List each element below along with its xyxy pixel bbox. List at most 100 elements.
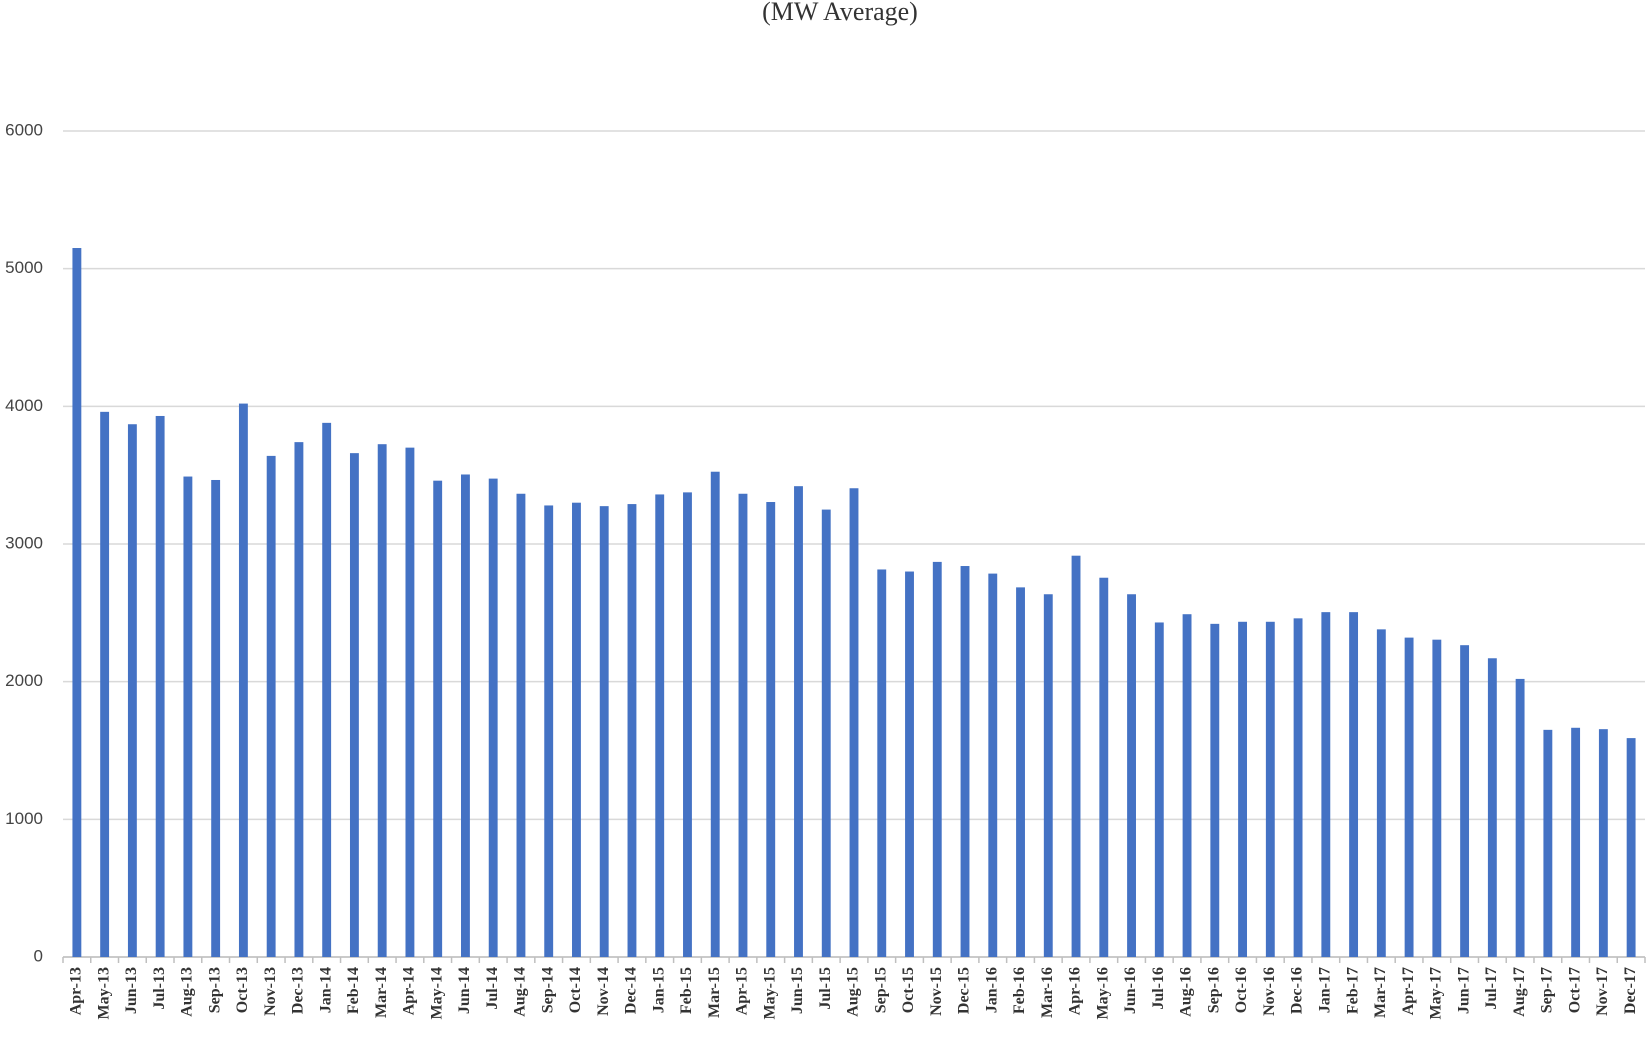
- bar: [655, 494, 665, 957]
- x-tick-label: May-14: [428, 967, 445, 1019]
- x-tick-label: Jul-16: [1150, 967, 1167, 1010]
- bar: [100, 411, 110, 958]
- bar: [183, 476, 193, 957]
- x-tick-label: Dec-16: [1289, 967, 1306, 1014]
- bar: [572, 502, 581, 957]
- bar: [544, 505, 554, 957]
- x-tick-label: May-16: [1094, 967, 1111, 1019]
- x-tick-label: Mar-14: [373, 967, 390, 1018]
- bar: [960, 566, 970, 957]
- bar: [1210, 623, 1220, 957]
- bar: [738, 493, 748, 957]
- x-tick-label: Jan-17: [1316, 967, 1333, 1013]
- bar: [72, 248, 82, 957]
- y-tick-label: 1000: [5, 809, 43, 828]
- x-tick-label: Mar-15: [706, 967, 723, 1018]
- x-tick-label: Feb-14: [345, 967, 362, 1014]
- bar: [433, 480, 443, 957]
- bar: [1571, 727, 1581, 957]
- bar: [155, 415, 165, 958]
- x-tick-label: Nov-14: [595, 967, 612, 1016]
- chart-title: (MW Average): [762, 0, 918, 26]
- bar: [1626, 738, 1636, 957]
- bar: [1321, 612, 1331, 957]
- x-tick-label: Dec-15: [956, 967, 973, 1014]
- x-tick-label: Apr-15: [734, 967, 751, 1015]
- bar: [1293, 618, 1303, 957]
- bar: [1515, 678, 1525, 957]
- x-tick-label: Sep-17: [1539, 967, 1556, 1013]
- bar: [127, 424, 137, 958]
- x-tick-label: May-13: [95, 967, 112, 1019]
- bar: [1182, 614, 1192, 957]
- x-tick-label: Aug-14: [512, 967, 529, 1017]
- x-tick-label: Sep-13: [206, 967, 223, 1013]
- x-tick-label: Jul-13: [151, 967, 168, 1010]
- bar: [1016, 587, 1025, 957]
- bar: [1099, 577, 1109, 957]
- bar: [516, 493, 526, 957]
- bar: [405, 447, 415, 957]
- x-tick-label: Nov-17: [1594, 967, 1611, 1016]
- bar: [627, 504, 637, 957]
- bar: [821, 509, 831, 957]
- bar: [1543, 729, 1553, 957]
- x-tick-label: Sep-14: [539, 967, 556, 1013]
- bar: [1432, 639, 1442, 957]
- bar: [294, 442, 304, 957]
- bar: [266, 455, 276, 957]
- bar: [1460, 645, 1470, 957]
- x-tick-label: Sep-15: [872, 967, 889, 1013]
- bar: [599, 506, 609, 957]
- bar: [932, 561, 942, 957]
- y-tick-label: 0: [34, 946, 43, 965]
- x-tick-label: Feb-15: [678, 967, 695, 1014]
- bar: [1404, 637, 1414, 957]
- x-tick-label: Oct-15: [900, 967, 917, 1013]
- bar: [377, 444, 387, 958]
- bar: [849, 488, 859, 957]
- x-tick-label: Jun-16: [1122, 967, 1139, 1014]
- bar: [905, 571, 914, 957]
- x-tick-label: Dec-13: [290, 967, 307, 1014]
- bar: [1071, 555, 1081, 957]
- x-tick-label: Nov-15: [928, 967, 945, 1016]
- bar: [877, 569, 887, 957]
- x-tick-label: Apr-16: [1067, 967, 1084, 1015]
- bar: [238, 403, 248, 958]
- bar: [322, 422, 332, 957]
- x-tick-label: Jun-17: [1455, 967, 1472, 1014]
- x-tick-label: Apr-17: [1400, 967, 1417, 1015]
- bar: [794, 486, 803, 957]
- bar: [1487, 658, 1497, 957]
- x-tick-label: Jun-14: [456, 967, 473, 1014]
- x-tick-label: May-17: [1428, 967, 1445, 1019]
- bar: [211, 479, 221, 957]
- x-tick-label: Apr-13: [68, 967, 85, 1015]
- bar: [683, 492, 692, 957]
- x-tick-label: Aug-16: [1178, 967, 1195, 1017]
- bar: [460, 474, 470, 957]
- x-tick-label: Apr-14: [401, 967, 418, 1015]
- x-tick-label: Sep-16: [1205, 967, 1222, 1013]
- x-tick-label: Feb-16: [1011, 967, 1028, 1014]
- x-tick-label: Mar-16: [1039, 967, 1056, 1018]
- bar: [1349, 612, 1359, 957]
- y-tick-label: 2000: [5, 671, 43, 690]
- x-tick-label: Dec-14: [623, 967, 640, 1014]
- x-tick-label: Mar-17: [1372, 967, 1389, 1018]
- x-tick-label: Jan-15: [650, 967, 667, 1013]
- x-tick-label: Aug-13: [179, 967, 196, 1017]
- y-tick-label: 3000: [5, 533, 43, 552]
- bar: [1127, 594, 1136, 957]
- x-tick-label: Dec-17: [1622, 967, 1639, 1014]
- x-tick-label: Feb-17: [1344, 967, 1361, 1014]
- x-tick-label: Oct-16: [1233, 967, 1250, 1013]
- y-tick-label: 4000: [5, 396, 43, 415]
- y-tick-label: 6000: [5, 120, 43, 139]
- bar: [1376, 629, 1386, 957]
- x-tick-label: Aug-17: [1511, 967, 1528, 1017]
- bar: [1154, 622, 1164, 957]
